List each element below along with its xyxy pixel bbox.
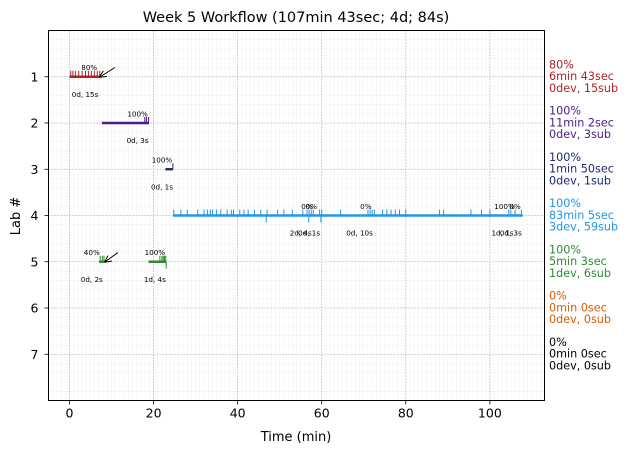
lab-4-annotation: 2d, 4s	[290, 229, 312, 238]
y-tick-label: 1	[31, 69, 39, 84]
lab-2-annotation: 0d, 3s	[127, 136, 149, 145]
lab-4-annotation: 0d, 3s	[500, 229, 522, 238]
lab-4-annotation: 0%	[306, 202, 318, 211]
lab-1-arrow	[100, 67, 116, 77]
lab-1-summary-line: 0dev, 15sub	[549, 82, 618, 95]
lab-4-annotation: 100%	[494, 202, 515, 211]
lab-4-annotation: 0%	[301, 202, 313, 211]
lab-5-summary-line: 5min 3sec	[549, 255, 607, 268]
lab-3-summary-line: 100%	[549, 151, 581, 164]
lab-7-summary-line: 0min 0sec	[549, 348, 607, 361]
lab-3-summary-line: 0dev, 1sub	[549, 174, 611, 187]
lab-4-summary-line: 100%	[549, 197, 581, 210]
y-tick-label: 6	[31, 301, 39, 316]
lab-7-summary-line: 0%	[549, 336, 567, 349]
x-tick-label: 40	[230, 406, 246, 421]
lab-4-annotation: 0d, 10s	[346, 229, 373, 238]
lab-6-summary-line: 0dev, 0sub	[549, 313, 611, 326]
lab-2-summary-line: 11min 2sec	[549, 116, 614, 129]
lab-7-summary-line: 0dev, 0sub	[549, 359, 611, 372]
lab-1-summary-line: 6min 43sec	[549, 70, 614, 83]
lab-5-summary-line: 100%	[549, 243, 581, 256]
lab-2-summary-line: 0dev, 3sub	[549, 128, 611, 141]
lab-4-annotation: 1d, 1s	[491, 229, 513, 238]
lab-4-annotation: 0%	[360, 202, 372, 211]
lab-5-annotation: 40%	[84, 248, 100, 257]
x-tick-label: 0	[66, 406, 74, 421]
lab-5-summary-line: 1dev, 6sub	[549, 267, 611, 280]
lab-4-summary-line: 83min 5sec	[549, 209, 614, 222]
lab-4-annotation: 0d, 1s	[298, 229, 320, 238]
lab-5-arrow	[105, 252, 119, 262]
x-tick-label: 100	[478, 406, 502, 421]
lab-2-summary-line: 100%	[549, 105, 581, 118]
lab-6-summary-line: 0%	[549, 290, 567, 303]
y-tick-label: 7	[31, 347, 39, 362]
lab-3-annotation: 100%	[152, 156, 173, 165]
tick-layer: 0 20 40 60 80 100 1 2 3 4 5 6 7	[31, 69, 502, 420]
y-tick-label: 5	[31, 254, 39, 269]
lab-5-annotation: 1d, 4s	[144, 275, 166, 284]
x-tick-label: 80	[398, 406, 414, 421]
y-tick-label: 2	[31, 116, 39, 131]
y-tick-label: 4	[31, 208, 39, 223]
lab-3-annotation: 0d, 1s	[151, 182, 173, 191]
x-axis-label: Time (min)	[260, 430, 332, 445]
lab-3-summary-line: 1min 50sec	[549, 163, 614, 176]
lab-2-annotation: 100%	[127, 109, 148, 118]
lab-5-annotation: 0d, 2s	[81, 275, 103, 284]
data-layer	[69, 70, 523, 269]
chart-title: Week 5 Workflow (107min 43sec; 4d; 84s)	[143, 10, 450, 26]
lab-5-annotation: 100%	[145, 248, 166, 257]
lab-4-summary-line: 3dev, 59sub	[549, 221, 618, 234]
lab-1-summary-line: 80%	[549, 58, 574, 71]
x-tick-label: 20	[146, 406, 162, 421]
lab-1-annotation: 80%	[81, 63, 97, 72]
x-tick-label: 60	[314, 406, 330, 421]
lab-6-summary-line: 0min 0sec	[549, 301, 607, 314]
lab-1-annotation: 0d, 15s	[72, 90, 99, 99]
lab-4-annotation: 0%	[509, 202, 521, 211]
y-axis-label: Lab #	[9, 197, 24, 236]
y-tick-label: 3	[31, 162, 39, 177]
